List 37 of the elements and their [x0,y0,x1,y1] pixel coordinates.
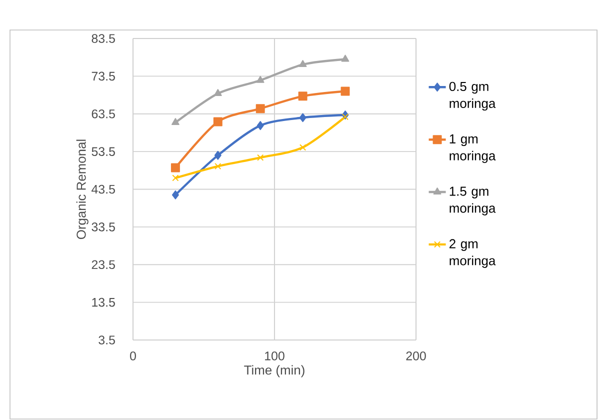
point [299,113,306,122]
point [170,163,180,172]
point [257,154,264,161]
point [172,118,180,126]
y-tick-label: 23.5 [92,260,115,270]
y-tick-label: 3.5 [98,336,115,344]
y-tick-label: 63.5 [92,109,115,118]
x-tick-label: 100 [265,352,284,360]
point [340,86,350,96]
legend-label: 0.5 gm moringa [449,82,496,111]
y-tick-label: 33.5 [92,222,115,232]
y-tick-label: 83.5 [92,34,115,43]
x-tick-label: 0 [130,352,136,360]
point [172,190,179,200]
point [256,104,265,114]
legend-label: 1.5 gm moringa [450,186,496,216]
point [298,92,308,101]
point [214,89,222,96]
y-axis-title: Organic Remonal [76,140,88,240]
point [213,117,222,126]
point [256,121,264,130]
y-tick-label: 43.5 [92,184,115,194]
x-axis-title: Time (min) [244,365,304,378]
point [342,114,349,120]
point [341,54,350,62]
x-tick-label: 200 [406,352,426,360]
point [214,150,222,160]
point [214,162,222,170]
y-tick-label: 73.5 [92,72,115,81]
point [256,76,264,83]
point [298,60,307,67]
point [299,144,306,151]
y-tick-label: 13.5 [92,298,115,307]
legend-label: 1 gm moringa [450,134,496,163]
legend-label: 2 gm moringa [450,239,496,268]
y-tick-label: 53.5 [92,147,115,156]
point [172,174,179,182]
